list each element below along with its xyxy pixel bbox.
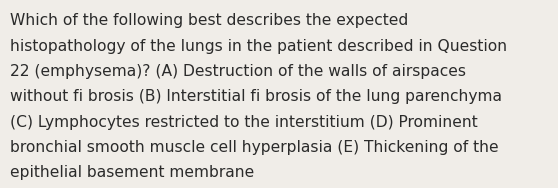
Text: 22 (emphysema)? (A) Destruction of the walls of airspaces: 22 (emphysema)? (A) Destruction of the w… [10,64,466,79]
Text: (C) Lymphocytes restricted to the interstitium (D) Prominent: (C) Lymphocytes restricted to the inters… [10,115,478,130]
Text: without fi brosis (B) Interstitial fi brosis of the lung parenchyma: without fi brosis (B) Interstitial fi br… [10,89,502,104]
Text: bronchial smooth muscle cell hyperplasia (E) Thickening of the: bronchial smooth muscle cell hyperplasia… [10,140,499,155]
Text: Which of the following best describes the expected: Which of the following best describes th… [10,13,408,28]
Text: epithelial basement membrane: epithelial basement membrane [10,165,254,180]
Text: histopathology of the lungs in the patient described in Question: histopathology of the lungs in the patie… [10,39,507,54]
